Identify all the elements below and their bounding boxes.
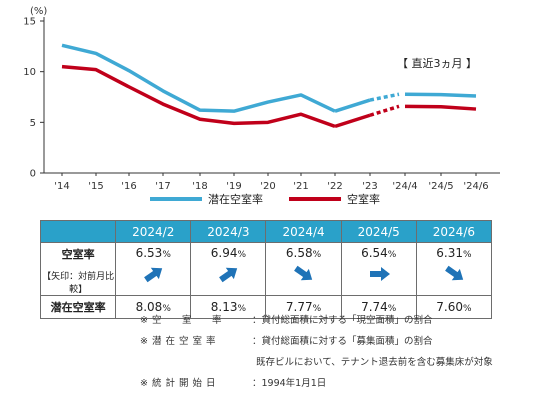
note-text: ：貸付総面積に対する「募集面積」の割合 [252,336,433,347]
vacancy-value: 6.94 [210,246,238,260]
vacancy-cell: 6.31% [415,242,493,296]
x-tick-label: '15 [88,181,103,192]
x-tick-label: '17 [155,181,170,192]
x-tick-label: '23 [362,181,377,192]
latent-cell: 7.77% [265,295,342,319]
trend-arrow-icon [219,267,238,283]
x-tick-label: '21 [293,181,308,192]
note-key: ※ 統 計 開 始 日 [140,378,217,389]
footnotes: ※ 空 室 率 ：貸付総面積に対する「現空面積」の割合 ※ 潜 在 空 室 率 ：貸… [140,310,530,394]
note-text: ：1994年1月1日 [252,378,327,389]
recent-callout: 【 直近3ヵ月 】 [397,56,477,70]
x-tick-label: '24/6 [463,181,488,192]
latent-cell: 8.08% [115,295,192,319]
series-line-recent [404,104,477,111]
unit: % [237,304,247,314]
trend-arrow-icon [294,265,313,281]
x-tick-label: '19 [226,181,241,192]
series-line [61,64,336,129]
latent-value: 7.77 [285,300,313,314]
x-tick-label: '24/4 [392,181,417,192]
note-line: ※ 空 室 率 ：貸付総面積に対する「現空面積」の割合 [140,310,530,331]
latent-label: 潜在空室率 [39,295,117,319]
y-tick-label: 0 [30,169,36,180]
month-header: 2024/3 [190,220,267,243]
trend-arrow-icon [144,267,163,283]
table-header-row: 2024/2 2024/3 2024/4 2024/5 2024/6 [39,220,493,243]
series-line-dashed [369,92,400,102]
series-line-segment [334,113,371,129]
vacancy-cell: 6.53% [115,242,192,296]
rate-table: 2024/2 2024/3 2024/4 2024/5 2024/6 空室率 【… [39,220,493,319]
y-tick-label: 15 [23,17,36,28]
series-line [61,43,336,113]
vacancy-cell: 6.54% [340,242,417,296]
y-axis-unit: (%) [30,6,47,17]
series-line-segment [334,98,371,113]
unit: % [462,304,472,314]
latent-value: 7.74 [361,300,388,314]
month-header: 2024/5 [340,220,417,243]
legend-label: 空室率 [347,192,380,206]
note-line: 既存ビルにおいて、テナント退去前を含む募集床が対象 [140,352,530,373]
x-tick-label: '18 [192,181,207,192]
unit: % [162,304,171,314]
latent-value: 7.60 [436,300,463,314]
note-key: ※ 潜 在 空 室 率 [140,336,217,347]
latent-cell: 7.60% [415,295,493,319]
note-line: ※ 統 計 開 始 日 ：1994年1月1日 [140,373,530,394]
vacancy-row-label: 空室率 【矢印：対前月比較】 [39,242,117,296]
unit: % [162,250,171,260]
vacancy-value: 6.54 [361,246,388,260]
vacancy-label: 空室率 [61,248,95,261]
note-line: ※ 潜 在 空 室 率 ：貸付総面積に対する「募集面積」の割合 [140,331,530,352]
note-text: 既存ビルにおいて、テナント退去前を含む募集床が対象 [256,357,493,368]
unit: % [312,250,322,260]
unit: % [237,250,247,260]
legend-label: 潜在空室率 [208,192,263,206]
x-tick-label: '22 [327,181,342,192]
trend-arrow-icon [444,265,463,281]
note-text: ：貸付総面積に対する「現空面積」の割合 [252,315,433,326]
line-chart: (%) 0 5 10 15 '14 '15 '16 '17 '18 '19 '20 '21 '22 '23 '… [23,6,500,206]
vacancy-value: 6.31 [436,246,463,260]
month-header: 2024/2 [115,220,192,243]
y-tick-label: 10 [23,67,36,78]
unit: % [387,250,397,260]
latent-value: 8.13 [210,300,238,314]
month-header: 2024/6 [415,220,493,243]
latent-row: 潜在空室率 8.08% 8.13% 7.77% 7.74% 7.60% [39,295,493,319]
vacancy-cell: 6.58% [265,242,342,296]
vacancy-cell: 6.94% [190,242,267,296]
note-key: ※ 空 室 率 [140,315,222,326]
unit: % [462,250,472,260]
series-line-dashed [369,104,400,117]
vacancy-value: 6.58 [285,246,313,260]
vacancy-row: 空室率 【矢印：対前月比較】 6.53% 6.94% 6.58% 6.54% 6… [39,242,493,296]
unit: % [387,304,397,314]
vacancy-sub-label: 【矢印：対前月比較】 [42,272,115,295]
trend-arrow-icon [369,267,390,281]
month-header: 2024/4 [265,220,342,243]
vacancy-value: 6.53 [135,246,163,260]
x-tick-label: '24/5 [428,181,453,192]
series-line-recent [404,92,477,98]
unit: % [312,304,322,314]
x-tick-label: '16 [121,181,136,192]
x-tick-label: '14 [54,181,69,192]
x-tick-label: '20 [260,181,275,192]
latent-value: 8.08 [135,300,163,314]
latent-cell: 8.13% [190,295,267,319]
y-tick-label: 5 [30,118,36,129]
table-corner [39,220,117,243]
